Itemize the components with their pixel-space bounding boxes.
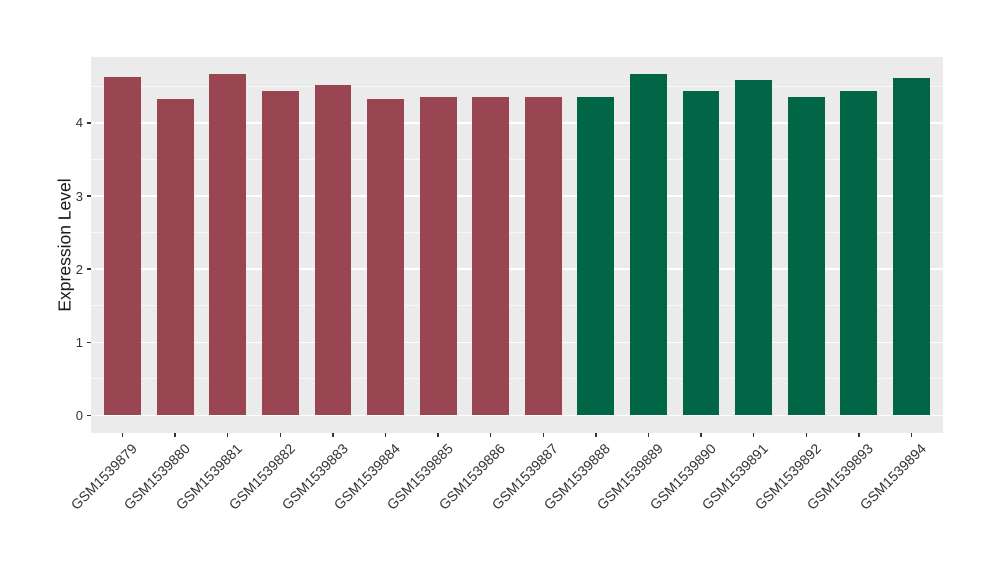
bar-GSM1539891 <box>735 80 773 416</box>
x-axis-tick <box>384 433 387 437</box>
y-tick-label: 0 <box>75 408 83 423</box>
bar-GSM1539882 <box>261 91 299 416</box>
bar-GSM1539880 <box>156 99 194 416</box>
bar-GSM1539879 <box>104 77 141 416</box>
plot-panel <box>91 57 943 433</box>
x-axis-tick <box>174 433 176 437</box>
bar-GSM1539888 <box>577 96 615 416</box>
bar-GSM1539890 <box>682 90 720 416</box>
gridline-minor <box>91 158 943 160</box>
x-axis-tick <box>279 433 282 437</box>
y-tick-label: 3 <box>75 188 83 204</box>
bar-GSM1539886 <box>472 97 510 416</box>
y-tick-label: 1 <box>75 334 83 350</box>
bar-GSM1539892 <box>787 96 825 416</box>
x-axis-tick <box>489 433 492 437</box>
gridline-minor <box>91 305 943 307</box>
bar-GSM1539885 <box>419 96 457 416</box>
x-axis-tick <box>437 433 439 437</box>
bar-GSM1539887 <box>524 97 562 416</box>
x-axis-tick <box>542 433 545 437</box>
bar-GSM1539884 <box>367 98 404 416</box>
y-axis-tick <box>87 195 91 197</box>
gridline-minor <box>91 232 943 234</box>
y-tick-label: 2 <box>75 261 83 277</box>
bar-GSM1539889 <box>630 73 667 416</box>
x-axis-tick <box>858 433 860 437</box>
bar-GSM1539881 <box>209 73 247 416</box>
x-axis-tick <box>226 433 229 437</box>
x-axis-tick <box>752 433 755 437</box>
x-axis-tick <box>805 433 807 437</box>
y-axis-tick <box>87 341 91 344</box>
gridline-major <box>91 268 943 270</box>
x-axis-tick <box>910 433 913 437</box>
bar-GSM1539883 <box>314 84 352 416</box>
gridline-major <box>91 414 943 417</box>
y-axis-tick <box>87 268 91 270</box>
gridline-major <box>91 122 943 124</box>
y-axis-tick <box>87 414 91 417</box>
gridline-major <box>91 341 943 344</box>
x-axis-tick <box>332 433 334 437</box>
gridline-minor <box>91 85 943 87</box>
x-axis-tick <box>647 433 650 437</box>
y-axis-tick <box>87 122 91 124</box>
bar-GSM1539894 <box>893 78 930 416</box>
x-axis-tick <box>121 433 124 437</box>
x-axis-tick <box>700 433 702 437</box>
gridline-minor <box>91 378 943 380</box>
bar-GSM1539893 <box>840 90 878 416</box>
x-axis-tick <box>595 433 597 437</box>
gridline-major <box>91 195 943 197</box>
y-tick-label: 4 <box>75 115 83 131</box>
